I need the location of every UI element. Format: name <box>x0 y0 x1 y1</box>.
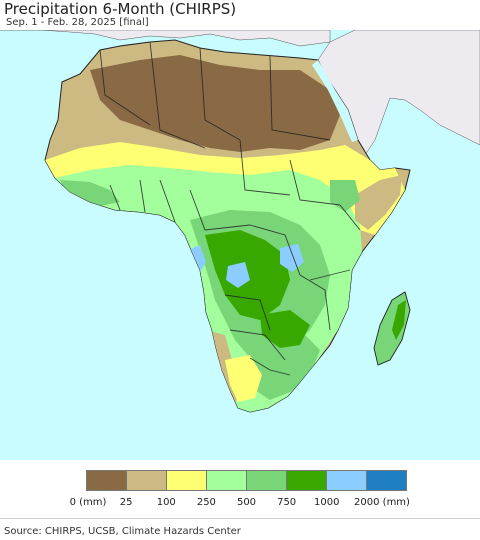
precipitation-legend: 0 (mm) 25 100 250 500 750 1000 2000 (mm) <box>0 460 480 520</box>
congo-extreme-zone <box>226 262 250 288</box>
footer-divider <box>0 518 480 519</box>
page-title: Precipitation 6-Month (CHIRPS) <box>4 0 237 18</box>
west-africa-wet-zone <box>60 180 120 206</box>
sahel-semi-arid-zone <box>45 142 405 235</box>
legend-swatch-6 <box>327 471 367 490</box>
legend-swatch-3 <box>207 471 247 490</box>
legend-label-4: 500 <box>236 497 257 508</box>
legend-label-7: 2000 (mm) <box>354 497 410 508</box>
date-range-subtitle: Sep. 1 - Feb. 28, 2025 [final] <box>6 17 149 28</box>
europe-land <box>0 30 331 47</box>
madagascar-very-wet <box>392 300 406 340</box>
legend-label-0: 0 (mm) <box>69 497 107 508</box>
country-borders <box>99 41 361 376</box>
legend-swatch-2 <box>167 471 207 490</box>
sahara-desert-zone <box>90 55 340 152</box>
red-sea <box>312 60 358 142</box>
southeast-wet-zone <box>250 330 320 400</box>
legend-label-5: 750 <box>277 497 297 508</box>
legend-swatch-7 <box>367 471 406 490</box>
southern-very-wet-zone <box>260 310 310 348</box>
legend-swatch-5 <box>287 471 327 490</box>
legend-swatch-0 <box>87 471 127 490</box>
kalahari-semi-arid-zone <box>225 355 262 402</box>
legend-label-1: 25 <box>119 497 133 508</box>
legend-swatch-1 <box>127 471 167 490</box>
lake-extreme-zone <box>280 244 304 272</box>
legend-color-bar <box>86 470 407 491</box>
ethiopia-wet-zone <box>330 180 360 212</box>
legend-label-2: 100 <box>156 497 176 508</box>
legend-label-6: 1000 <box>314 497 340 508</box>
legend-swatch-4 <box>247 471 287 490</box>
legend-label-3: 250 <box>196 497 216 508</box>
source-credit: Source: CHIRPS, UCSB, Climate Hazards Ce… <box>4 526 241 537</box>
precipitation-map <box>0 30 480 460</box>
horn-arid-zone <box>355 175 402 230</box>
